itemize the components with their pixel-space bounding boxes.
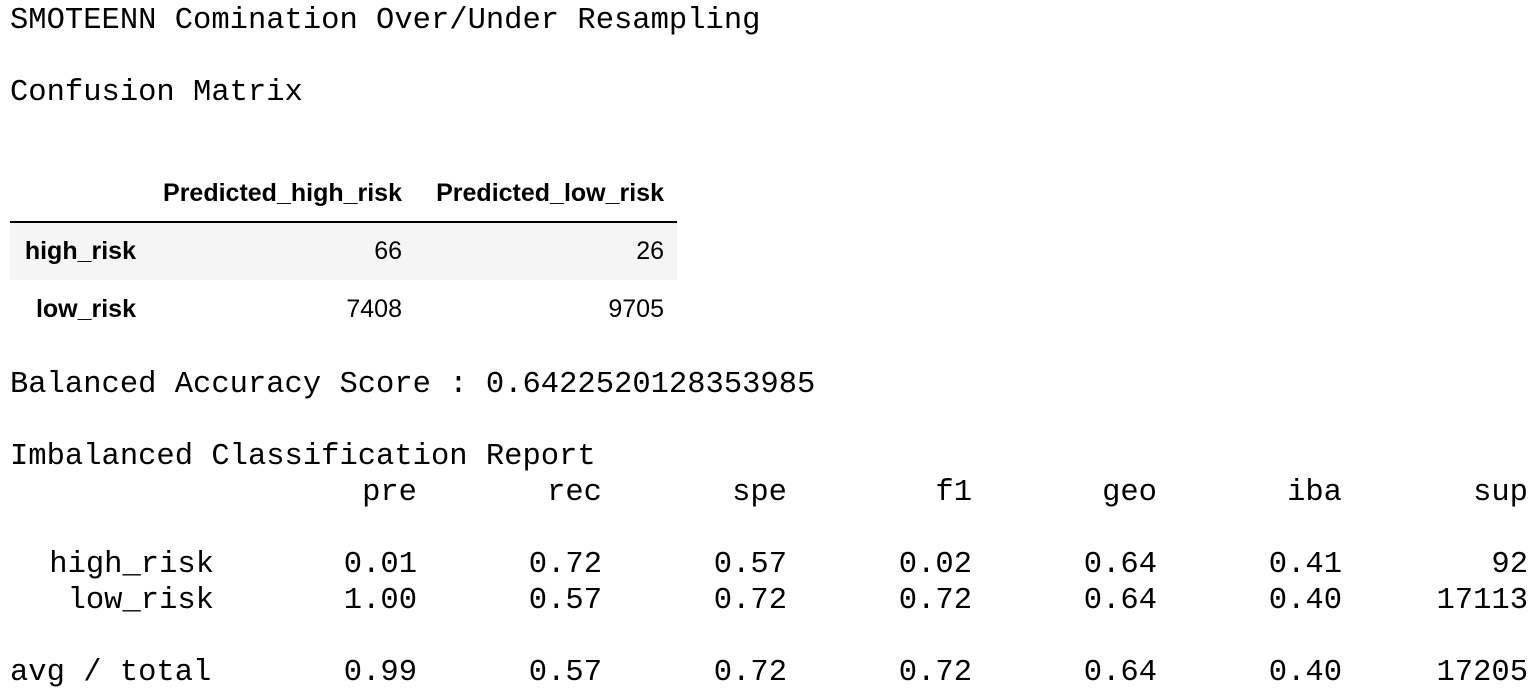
report-cell: 0.40 <box>1268 584 1342 618</box>
table-cell: 7408 <box>346 294 402 323</box>
report-cell: 0.02 <box>898 548 972 582</box>
report-cell: 0.72 <box>898 584 972 618</box>
index-header <box>10 166 136 223</box>
table-row: high_risk 66 26 <box>10 222 677 280</box>
report-row-total: avg / total 0.99 0.57 0.72 0.72 0.64 0.4… <box>10 655 1530 691</box>
classification-report-heading: Imbalanced Classification Report <box>10 440 596 474</box>
table-cell: 9705 <box>608 294 664 323</box>
report-cell: 0.99 <box>343 656 417 690</box>
report-cell: 0.01 <box>343 548 417 582</box>
report-cell: 0.40 <box>1268 656 1342 690</box>
report-column-header: spe <box>732 476 787 510</box>
report-cell: 0.64 <box>1083 656 1157 690</box>
report-cell: 0.41 <box>1268 548 1342 582</box>
report-cell: 0.72 <box>528 548 602 582</box>
report-cell: 17205 <box>1436 656 1528 690</box>
column-header-predicted-high-risk: Predicted_high_risk <box>136 166 412 223</box>
report-cell: 17113 <box>1436 584 1528 618</box>
balanced-accuracy-label: Balanced Accuracy Score <box>10 368 431 402</box>
report-cell: 0.57 <box>528 584 602 618</box>
table-row: low_risk 7408 9705 <box>10 280 677 338</box>
report-cell: 1.00 <box>343 584 417 618</box>
report-total-label: avg / total <box>10 656 212 690</box>
balanced-accuracy-line: Balanced Accuracy Score : 0.642252012835… <box>10 367 815 403</box>
report-row-low-risk: low_risk 1.00 0.57 0.72 0.72 0.64 0.40 1… <box>10 583 1530 619</box>
report-column-header: sup <box>1473 476 1528 510</box>
report-cell: 0.72 <box>898 656 972 690</box>
report-cell: 0.64 <box>1083 548 1157 582</box>
report-row-label: high_risk <box>49 548 214 582</box>
report-column-header: rec <box>547 476 602 510</box>
table-header-row: Predicted_high_risk Predicted_low_risk <box>10 166 677 223</box>
row-label-high-risk: high_risk <box>24 237 136 265</box>
confusion-matrix-table: Predicted_high_risk Predicted_low_risk h… <box>10 166 677 338</box>
report-cell: 0.57 <box>528 656 602 690</box>
column-header-predicted-low-risk: Predicted_low_risk <box>412 166 677 223</box>
report-cell: 0.57 <box>713 548 787 582</box>
balanced-accuracy-value: 0.6422520128353985 <box>485 368 816 402</box>
report-column-header: f1 <box>935 476 972 510</box>
report-cell: 0.72 <box>713 656 787 690</box>
row-label-low-risk: low_risk <box>35 294 136 323</box>
confusion-matrix-heading: Confusion Matrix <box>10 76 303 110</box>
output-title: SMOTEENN Comination Over/Under Resamplin… <box>10 4 761 38</box>
report-row-label: low_risk <box>67 584 214 618</box>
report-row-high-risk: high_risk 0.01 0.72 0.57 0.02 0.64 0.41 … <box>10 547 1530 583</box>
report-column-header: iba <box>1287 476 1342 510</box>
report-column-header: pre <box>362 476 417 510</box>
report-column-header: geo <box>1102 476 1157 510</box>
balanced-accuracy-separator: : <box>430 368 486 402</box>
table-cell: 26 <box>636 237 664 265</box>
table-cell: 66 <box>374 237 402 265</box>
report-cell: 0.64 <box>1083 584 1157 618</box>
report-cell: 92 <box>1491 548 1528 582</box>
report-cell: 0.72 <box>713 584 787 618</box>
report-header-row: pre rec spe f1 geo iba sup <box>10 475 1530 511</box>
